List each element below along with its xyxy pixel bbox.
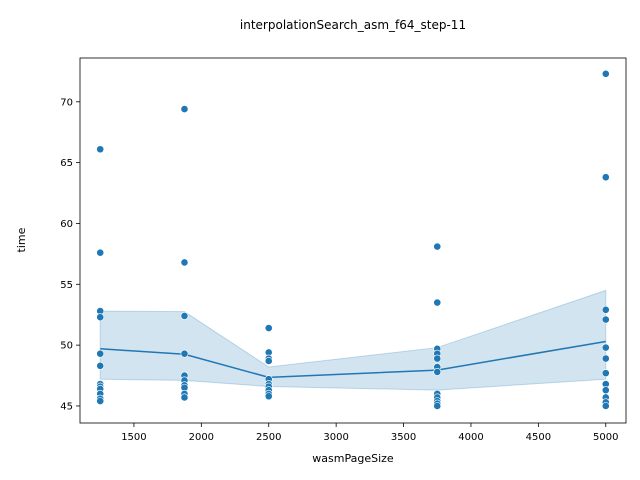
x-tick-label: 5000 <box>593 432 618 443</box>
data-point <box>180 105 189 113</box>
data-point <box>96 361 105 370</box>
x-tick-label: 2500 <box>256 432 281 443</box>
data-point <box>96 397 105 405</box>
x-axis-label: wasmPageSize <box>312 452 394 465</box>
axes-layer: 1500 2000 2500 3000 3500 4000 4500 5000 45 50 55 60… <box>60 57 627 443</box>
data-point <box>601 386 610 395</box>
data-point <box>433 354 442 363</box>
y-tick-label: 60 <box>60 219 73 230</box>
data-point <box>180 393 189 402</box>
data-point <box>264 357 273 365</box>
data-point <box>601 305 610 314</box>
x-tick-label: 4500 <box>526 432 551 443</box>
data-point <box>264 324 273 332</box>
data-point <box>180 258 189 267</box>
data-point <box>601 315 610 324</box>
data-point <box>433 298 442 307</box>
x-tick-label: 4000 <box>458 432 483 443</box>
data-point <box>601 369 610 378</box>
data-point <box>264 392 273 401</box>
data-point <box>601 402 610 410</box>
y-tick-label: 45 <box>60 401 73 412</box>
data-point <box>433 402 442 410</box>
data-point <box>96 248 105 257</box>
data-point <box>180 312 189 320</box>
x-tick-label: 3000 <box>323 432 348 443</box>
data-point <box>433 242 442 251</box>
data-point <box>96 349 105 358</box>
x-tick-label: 3500 <box>391 432 416 443</box>
data-point <box>180 349 189 358</box>
y-axis-label: time <box>15 227 28 252</box>
y-tick-label: 65 <box>60 158 73 169</box>
x-tick-label: 1500 <box>121 432 146 443</box>
data-point <box>96 145 105 154</box>
data-point <box>601 69 610 78</box>
y-tick-label: 50 <box>60 341 73 352</box>
data-points-layer <box>96 69 610 410</box>
data-point <box>601 173 610 182</box>
chart-title: interpolationSearch_asm_f64_step-11 <box>240 18 466 32</box>
plot-background <box>80 58 626 423</box>
data-point <box>601 343 610 352</box>
y-tick-label: 70 <box>60 97 73 108</box>
x-tick-label: 2000 <box>189 432 214 443</box>
data-point <box>601 354 610 363</box>
data-point <box>433 367 442 376</box>
data-point <box>96 313 105 322</box>
y-tick-label: 55 <box>60 280 73 291</box>
plot-frame <box>79 57 627 424</box>
